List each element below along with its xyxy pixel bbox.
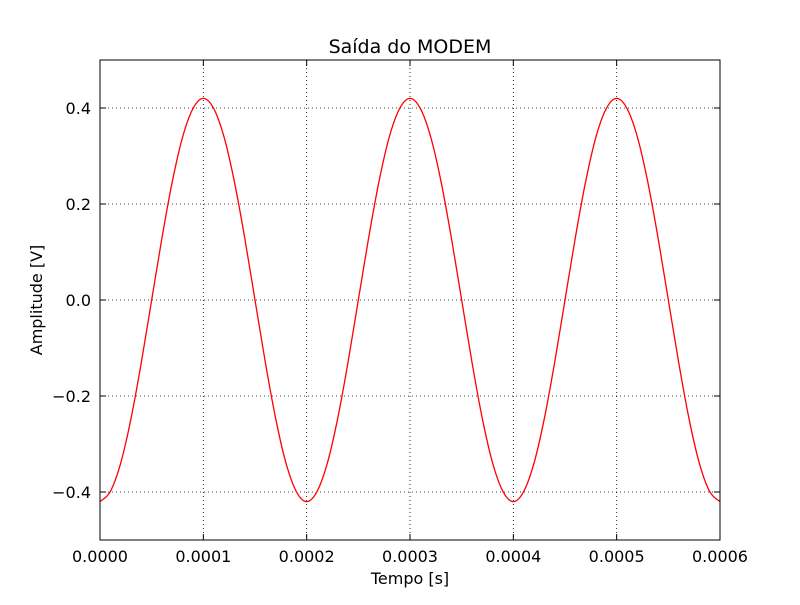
y-axis-label: Amplitude [V]: [27, 245, 46, 356]
x-tick-label: 0.0005: [589, 547, 645, 566]
y-tick-label: 0.4: [66, 99, 91, 118]
y-tick-label: −0.2: [52, 387, 91, 406]
x-axis-label: Tempo [s]: [370, 569, 449, 588]
series-line-0: [99, 97, 721, 503]
tick-marks: [99, 60, 721, 540]
grid-lines: [99, 60, 721, 540]
y-tick-label: 0.2: [66, 195, 91, 214]
x-tick-label: 0.0001: [175, 547, 231, 566]
y-tick-label: 0.0: [66, 291, 91, 310]
x-tick-label: 0.0004: [485, 547, 541, 566]
x-tick-label: 0.0002: [279, 547, 335, 566]
x-tick-label: 0.0006: [692, 547, 748, 566]
x-tick-label: 0.0000: [72, 547, 128, 566]
x-tick-label: 0.0003: [382, 547, 438, 566]
tick-labels: 0.0000 0.0001 0.0002 0.0003 0.0004 0.0005 0.00…: [52, 99, 748, 566]
y-tick-label: −0.4: [52, 483, 91, 502]
chart-title: Saída do MODEM: [329, 36, 492, 58]
series-layer: [99, 97, 721, 503]
